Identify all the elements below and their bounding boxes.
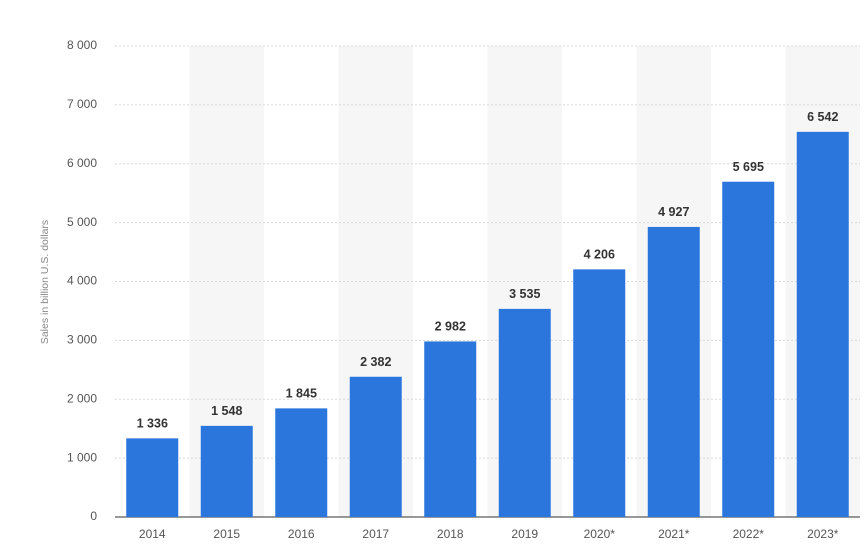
x-tick-label: 2019 — [511, 527, 538, 541]
bar — [722, 181, 775, 517]
x-tick-label: 2021* — [658, 527, 690, 541]
bar — [349, 376, 402, 517]
y-tick-label: 1 000 — [67, 450, 97, 464]
x-tick-label: 2018 — [437, 527, 464, 541]
value-label: 1 548 — [211, 404, 242, 418]
value-label: 6 542 — [807, 110, 838, 124]
x-tick-label: 2017 — [362, 527, 389, 541]
bar — [275, 408, 328, 517]
x-tick-label: 2015 — [213, 527, 240, 541]
value-label: 4 927 — [658, 205, 689, 219]
y-tick-label: 3 000 — [67, 333, 97, 347]
y-tick-label: 4 000 — [67, 274, 97, 288]
bar — [200, 425, 253, 517]
x-tick-label: 2020* — [584, 527, 616, 541]
y-tick-label: 5 000 — [67, 215, 97, 229]
value-label: 4 206 — [584, 248, 615, 262]
bar — [573, 269, 626, 517]
value-label: 2 382 — [360, 355, 391, 369]
bar — [424, 341, 477, 517]
bar — [796, 131, 849, 517]
x-tick-label: 2022* — [733, 527, 765, 541]
bar — [647, 226, 700, 517]
value-label: 3 535 — [509, 287, 540, 301]
value-label: 1 845 — [286, 387, 317, 401]
x-tick-label: 2014 — [139, 527, 166, 541]
y-axis-title: Sales in billion U.S. dollars — [39, 220, 51, 344]
x-tick-label: 2023* — [807, 527, 839, 541]
bar — [498, 308, 551, 517]
y-tick-label: 8 000 — [67, 38, 97, 52]
value-label: 2 982 — [435, 320, 466, 334]
y-tick-label: 2 000 — [67, 391, 97, 405]
value-label: 5 695 — [733, 160, 764, 174]
x-tick-label: 2016 — [288, 527, 315, 541]
y-tick-label: 0 — [90, 509, 97, 523]
y-tick-label: 6 000 — [67, 156, 97, 170]
value-label: 1 336 — [137, 417, 168, 431]
y-tick-label: 7 000 — [67, 97, 97, 111]
bar — [126, 438, 179, 517]
